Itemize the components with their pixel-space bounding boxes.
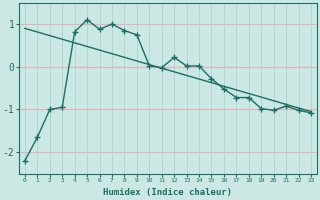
X-axis label: Humidex (Indice chaleur): Humidex (Indice chaleur) — [103, 188, 232, 197]
